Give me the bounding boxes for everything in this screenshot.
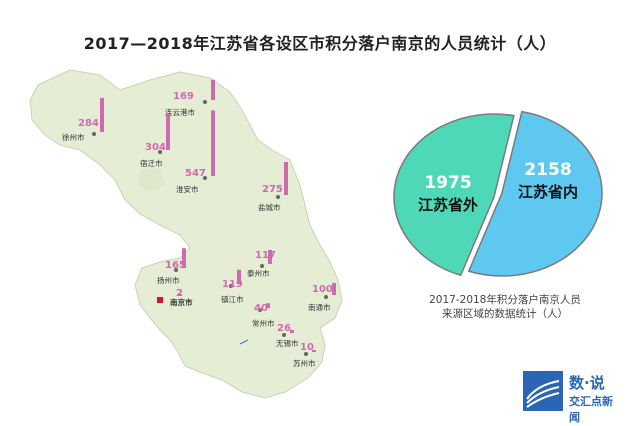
city-dot: [324, 295, 328, 299]
bar-5: [284, 162, 288, 195]
bar-4: [211, 110, 215, 176]
bar-9: [178, 294, 182, 296]
bar-12: [290, 329, 294, 333]
lake: [138, 168, 165, 192]
pie-category-label: 江苏省内: [518, 183, 578, 201]
bar-value-label: 165: [165, 260, 186, 271]
city-dot: [158, 150, 162, 154]
city-dot: [304, 352, 308, 356]
city-label: 苏州市: [293, 358, 316, 368]
bar-10: [266, 303, 270, 308]
bar-value-label: 169: [173, 91, 194, 102]
city-label: 徐州市: [62, 132, 85, 142]
pie-value-label: 2158: [524, 160, 571, 180]
nanjing-marker: [157, 297, 163, 303]
city-label: 镇江市: [221, 294, 244, 304]
city-label: 无锡市: [276, 338, 299, 348]
city-label: 南京市: [170, 297, 193, 307]
bar-value-label: 119: [222, 279, 243, 290]
city-dot: [229, 284, 233, 288]
river-segment: [239, 339, 249, 345]
bar-value-label: 547: [185, 168, 206, 179]
pie-layer: 1975 江苏省外 2158 江苏省内: [393, 110, 603, 277]
chart-title: 2017—2018年江苏省各设区市积分落户南京的人员统计（人）: [83, 34, 557, 53]
city-dot: [174, 268, 178, 272]
bar-value-label: 304: [145, 142, 166, 153]
city-dot: [92, 132, 96, 136]
city-label: 常州市: [252, 318, 275, 328]
city-label: 南通市: [308, 302, 331, 312]
bar-value-label: 100: [312, 284, 333, 295]
province-shape: [29, 69, 343, 399]
logo-text-1: 数·说: [569, 374, 605, 392]
city-label: 泰州市: [247, 268, 270, 278]
pie-caption: 2017-2018年积分落户南京人员 来源区域的数据统计（人）: [405, 293, 605, 321]
city-label: 宿迁市: [140, 158, 163, 168]
city-dot: [282, 333, 286, 337]
city-label: 连云港市: [165, 107, 195, 117]
bar-13: [312, 350, 316, 352]
bar-value-label: 2: [176, 288, 183, 299]
bar-11: [332, 283, 336, 295]
bar-3: [166, 113, 170, 150]
city-label: 扬州市: [157, 275, 180, 285]
pie-value-label: 1975: [424, 173, 471, 193]
city-label: 淮安市: [176, 184, 199, 194]
city-dot: [203, 100, 207, 104]
bar-value-label: 117: [255, 250, 276, 261]
logo-icon: [523, 371, 563, 411]
bar-value-label: 10: [300, 342, 314, 353]
city-dot: [260, 264, 264, 268]
bar-1: [100, 97, 104, 132]
bar-value-label: 275: [262, 184, 283, 195]
bar-8: [237, 269, 241, 284]
bar-2: [211, 79, 215, 100]
bar-value-label: 26: [277, 323, 291, 334]
bar-7: [268, 249, 272, 264]
city-dot: [203, 176, 207, 180]
bar-6: [182, 248, 186, 268]
news-logo: 数·说 交汇点新闻: [523, 371, 619, 424]
city-dot: [276, 195, 280, 199]
pie-caption-line-1: 2017-2018年积分落户南京人员: [429, 294, 581, 306]
city-label: 盐城市: [258, 202, 281, 212]
pie-caption-line-2: 来源区域的数据统计（人）: [442, 308, 568, 320]
city-layer: 284 徐州市 169 连云港市 304 宿迁市 547 淮安市 275 盐城市 165 扬州市 117…: [62, 79, 336, 368]
pie-slice-1: [393, 113, 515, 277]
pie-category-label: 江苏省外: [418, 196, 478, 214]
logo-text-2: 交汇点新闻: [569, 395, 613, 424]
bar-value-label: 40: [254, 303, 268, 314]
city-dot: [258, 308, 262, 312]
bar-value-label: 284: [78, 118, 99, 129]
pie-slice-2: [467, 110, 603, 277]
